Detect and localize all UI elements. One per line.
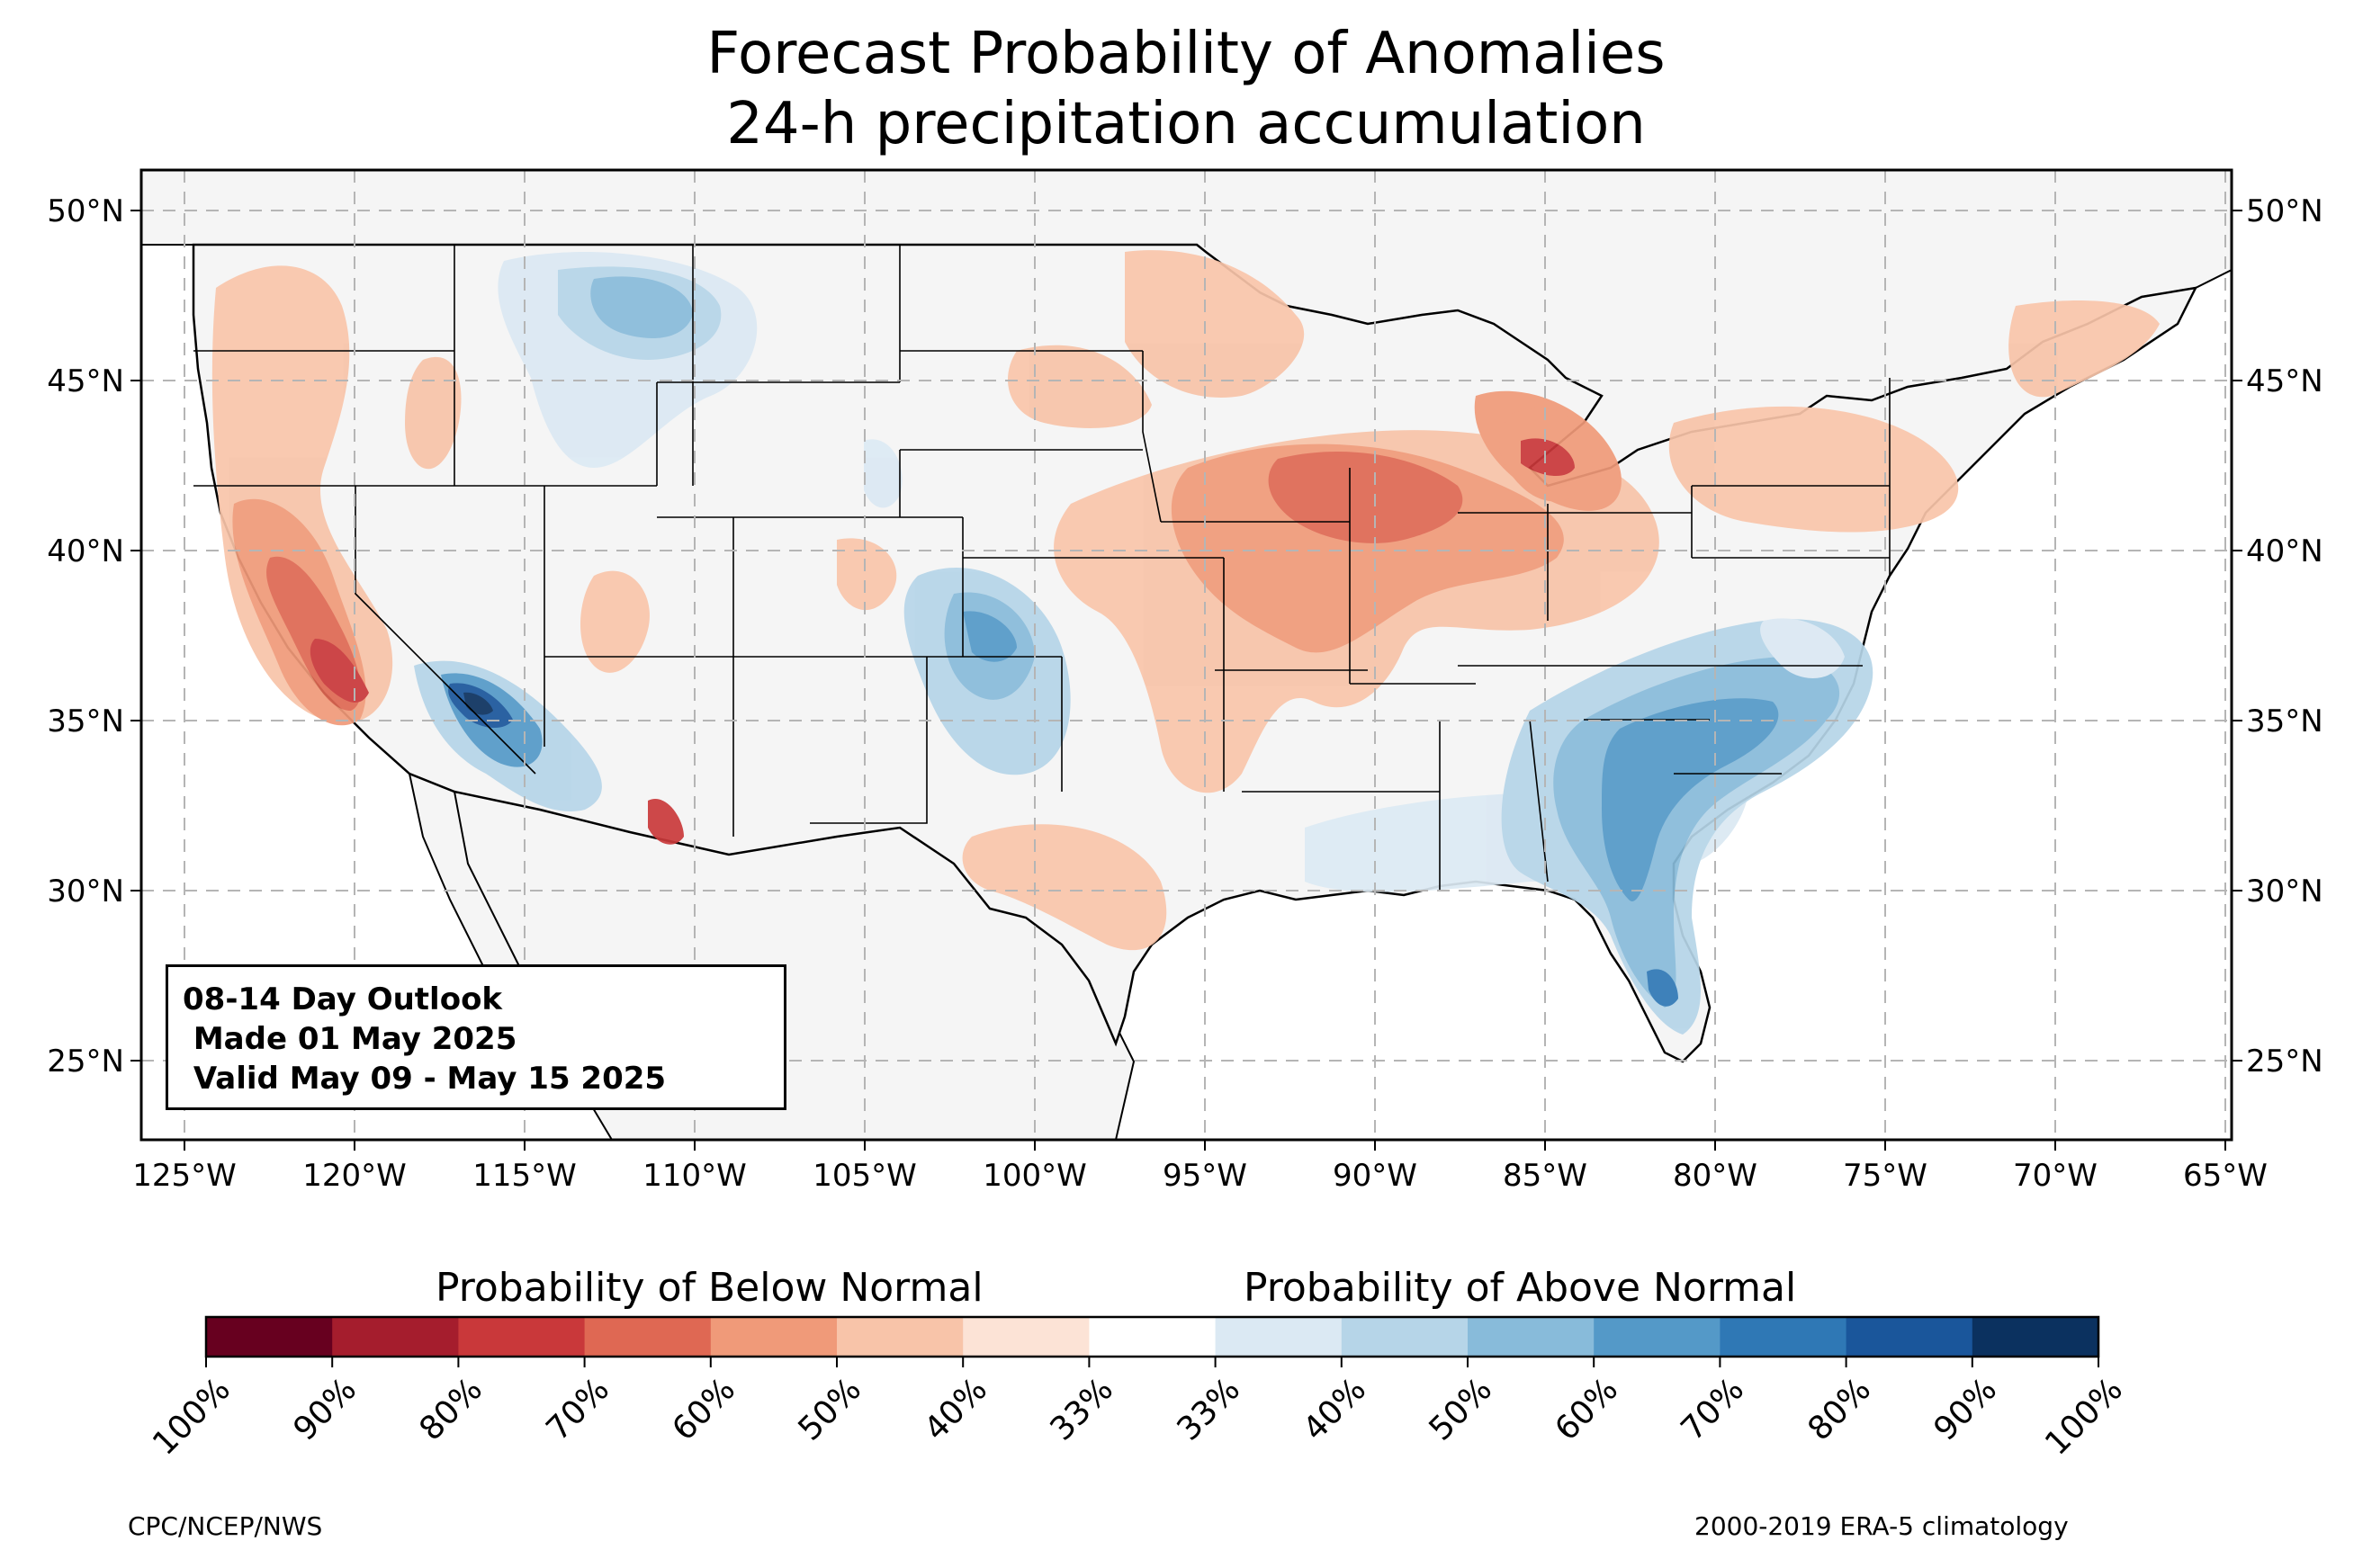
lat-tick-label-right: 45°N: [2246, 363, 2323, 399]
footer-left: CPC/NCEP/NWS: [128, 1511, 323, 1541]
colorbar-below-label: Probability of Below Normal: [436, 1265, 984, 1311]
lon-tick-label: 125°W: [132, 1158, 237, 1194]
state-borders: [193, 245, 1891, 891]
lat-tick-label-right: 30°N: [2246, 874, 2323, 909]
title-line-2: 24-h precipitation accumulation: [726, 91, 1646, 157]
outlook-line-3: Valid May 09 - May 15 2025: [183, 1061, 667, 1097]
lat-tick-label-right: 40°N: [2246, 533, 2323, 569]
lat-tick-label-left: 35°N: [47, 703, 124, 739]
outlook-line-2: Made 01 May 2025: [183, 1021, 517, 1057]
lon-tick-label: 120°W: [302, 1158, 407, 1194]
map-frame: [139, 168, 2233, 1142]
lon-tick-label: 65°W: [2183, 1158, 2268, 1194]
lon-tick-label: 80°W: [1673, 1158, 1757, 1194]
lat-tick-label-left: 40°N: [47, 533, 124, 569]
lon-tick-label: 85°W: [1503, 1158, 1587, 1194]
lat-tick-label-left: 25°N: [47, 1044, 124, 1080]
lon-tick-label: 110°W: [642, 1158, 747, 1194]
lon-tick-label: 105°W: [813, 1158, 917, 1194]
lat-tick-label-right: 25°N: [2246, 1044, 2323, 1080]
lon-tick-label: 115°W: [472, 1158, 577, 1194]
longitude-ticks: 125°W 120°W 115°W 110°W 105°W 100°W 95°W 90°W 85…: [132, 1140, 2268, 1194]
footer-right: 2000-2019 ERA-5 climatology: [1694, 1511, 2069, 1541]
lon-tick-label: 100°W: [983, 1158, 1087, 1194]
outlook-line-1: 08-14 Day Outlook: [183, 981, 503, 1017]
lat-tick-label-right: 50°N: [2246, 193, 2323, 229]
latitude-ticks: 50°N 50°N 45°N 45°N 40°N 40°N 35°N 35°N 30°N 30°N…: [47, 193, 2323, 1080]
title-line-1: Forecast Probability of Anomalies: [706, 21, 1666, 87]
lon-tick-label: 90°W: [1333, 1158, 1417, 1194]
lat-tick-label-left: 45°N: [47, 363, 124, 399]
outlook-box: 08-14 Day Outlook Made 01 May 2025 Valid…: [166, 964, 786, 1110]
lat-tick-label-left: 50°N: [47, 193, 124, 229]
lat-tick-label-left: 30°N: [47, 874, 124, 909]
colorbar-above-label: Probability of Above Normal: [1244, 1265, 1797, 1311]
lon-tick-label: 70°W: [2013, 1158, 2098, 1194]
lon-tick-label: 75°W: [1843, 1158, 1927, 1194]
lat-tick-label-right: 35°N: [2246, 703, 2323, 739]
lon-tick-label: 95°W: [1163, 1158, 1247, 1194]
